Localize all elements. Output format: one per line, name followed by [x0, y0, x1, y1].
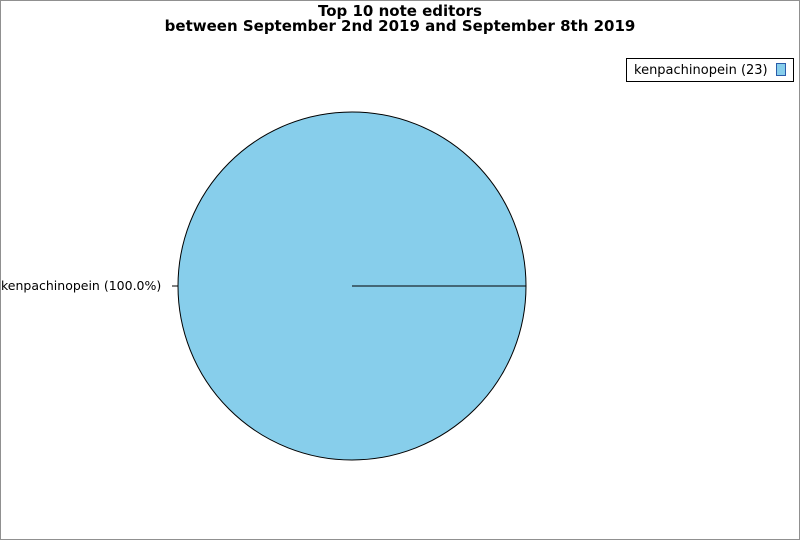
- legend-box: kenpachinopein (23): [626, 58, 794, 82]
- legend-item-label[interactable]: kenpachinopein (23): [634, 62, 768, 78]
- legend-color-swatch: [776, 63, 786, 76]
- chart-title-line2: between September 2nd 2019 and September…: [164, 17, 636, 35]
- legend-swatch-rect: [776, 63, 786, 76]
- chart-title: Top 10 note editors between September 2n…: [1, 4, 799, 34]
- pie-slice-label: kenpachinopein (100.0%): [1, 278, 162, 293]
- chart-title-line1: Top 10 note editors: [317, 2, 482, 20]
